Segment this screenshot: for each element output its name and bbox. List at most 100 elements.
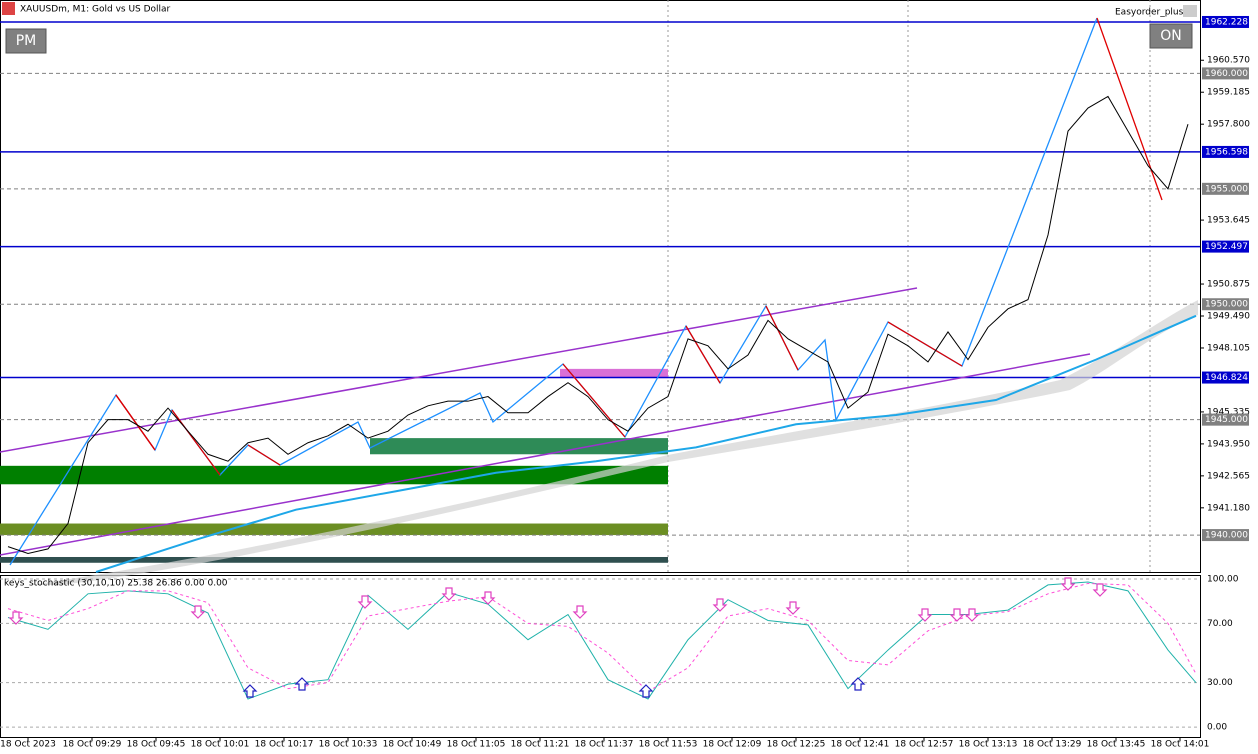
channel-line [0, 287, 918, 453]
y-tick-label: 1943.950 [1207, 439, 1250, 449]
signal-arrow [917, 608, 933, 622]
level-label-bg [1202, 240, 1249, 253]
y-tick-label: 1950.875 [1207, 280, 1250, 290]
plot [0, 95, 1200, 728]
x-tick-label: 18 Oct 09:29 [63, 740, 122, 750]
y-tick-label: 1945.335 [1207, 407, 1250, 417]
level-label-bg [1202, 145, 1249, 158]
y-tick-label: 1959.185 [1207, 88, 1250, 98]
level-label: 1962.228 [1205, 17, 1248, 27]
level-label-bg [1202, 413, 1249, 426]
x-tick-label: 18 Oct 13:13 [959, 740, 1018, 750]
x-tick-label: 18 Oct 11:53 [639, 740, 698, 750]
symbol-icon [2, 2, 15, 15]
series-line [7, 582, 1197, 693]
signal-arrow [294, 677, 310, 691]
x-tick-label: 18 Oct 13:45 [1087, 740, 1146, 750]
levels [0, 21, 1200, 536]
axis: 1960.570 1959.185 1957.800 1953.645 1950.875… [0, 15, 1250, 750]
y-tick-label: 30.00 [1207, 678, 1233, 688]
ea-icon [1183, 5, 1197, 17]
x-tick-label: 18 Oct 10:17 [255, 740, 314, 750]
x-tick-label: 18 Oct 14:01 [1151, 740, 1210, 750]
y-tick-label: 100.00 [1207, 574, 1239, 584]
signal-arrow [190, 605, 206, 619]
zigzag-seg [171, 409, 221, 476]
level-label: 1940.000 [1205, 531, 1248, 541]
x-tick-label: 18 Oct 2023 [0, 740, 56, 750]
y-tick-label: 1948.105 [1207, 343, 1250, 353]
y-tick-label: 1942.565 [1207, 471, 1250, 481]
signal-arrow [785, 601, 801, 615]
on-button[interactable] [1149, 23, 1193, 49]
zigzag-seg [765, 305, 799, 371]
level-label-bg [1202, 182, 1249, 195]
signal-arrow [8, 611, 24, 625]
signal-arrow [242, 684, 258, 698]
zigzag-seg [115, 394, 156, 451]
series-line [95, 314, 1197, 573]
y-tick-label: 1957.800 [1207, 120, 1250, 130]
x-tick-label: 18 Oct 11:21 [511, 740, 570, 750]
x-tick-label: 18 Oct 09:45 [127, 740, 186, 750]
signal-arrow [949, 608, 965, 622]
zone [0, 465, 668, 485]
y-tick-label: 1949.490 [1207, 312, 1250, 322]
ea-name: Easyorder_plus [1115, 8, 1184, 18]
signal-arrow [1092, 583, 1108, 597]
level-label: 1946.824 [1205, 373, 1248, 383]
level-label-bg [1202, 15, 1249, 28]
indicator-title: keys_stochastic (30,10,10) 25.38 26.86 0… [4, 579, 228, 589]
level-label: 1952.497 [1205, 242, 1248, 252]
sub-panel-border [0, 575, 1201, 738]
main-panel-border [0, 0, 1201, 573]
level-label: 1960.000 [1205, 69, 1248, 79]
series-line [7, 95, 1189, 555]
zone [0, 556, 668, 563]
x-tick-label: 18 Oct 12:41 [831, 740, 890, 750]
channel [0, 287, 1091, 556]
pm-button[interactable] [5, 28, 47, 54]
x-tick-label: 18 Oct 12:25 [767, 740, 826, 750]
x-tick-label: 18 Oct 10:49 [383, 740, 442, 750]
signal-arrow [712, 598, 728, 612]
x-tick-label: 18 Oct 11:37 [575, 740, 634, 750]
zigzag-seg [247, 444, 281, 466]
level-label: 1950.000 [1205, 300, 1248, 310]
signal-arrow [572, 605, 588, 619]
signal-arrow [357, 595, 373, 609]
zone [370, 438, 668, 455]
level-label: 1945.000 [1205, 415, 1248, 425]
zigzag-seg [685, 325, 721, 384]
y-tick-label: 70.00 [1207, 619, 1233, 629]
y-tick-label: 1953.645 [1207, 216, 1250, 226]
level-label: 1955.000 [1205, 184, 1248, 194]
signal-arrow [638, 684, 654, 698]
signal-arrow [441, 587, 457, 601]
level-label-bg [1202, 298, 1249, 311]
series-line [7, 581, 1197, 700]
signal-arrow [480, 591, 496, 605]
y-tick-label: 1960.570 [1207, 56, 1250, 66]
level-label-bg [1202, 529, 1249, 542]
x-tick-label: 18 Oct 10:33 [319, 740, 378, 750]
x-tick-label: 18 Oct 12:09 [703, 740, 762, 750]
y-tick-label: 1941.180 [1207, 503, 1250, 513]
x-tick-label: 18 Oct 10:01 [191, 740, 250, 750]
x-tick-label: 18 Oct 12:57 [895, 740, 954, 750]
signal-arrow [850, 677, 866, 691]
x-tick-label: 18 Oct 11:05 [447, 740, 506, 750]
zone [0, 523, 668, 536]
zigzag-seg [562, 363, 626, 438]
channel-line [0, 353, 1091, 556]
on-button-label[interactable]: ON [1160, 28, 1182, 44]
zigzag-seg [887, 321, 963, 367]
pm-button-label[interactable]: PM [16, 33, 37, 49]
zones [0, 368, 668, 563]
signal-arrow [1060, 577, 1076, 591]
level-label-bg [1202, 371, 1249, 384]
level-label-bg [1202, 67, 1249, 80]
signal-arrow [964, 608, 980, 622]
zone [560, 368, 668, 379]
